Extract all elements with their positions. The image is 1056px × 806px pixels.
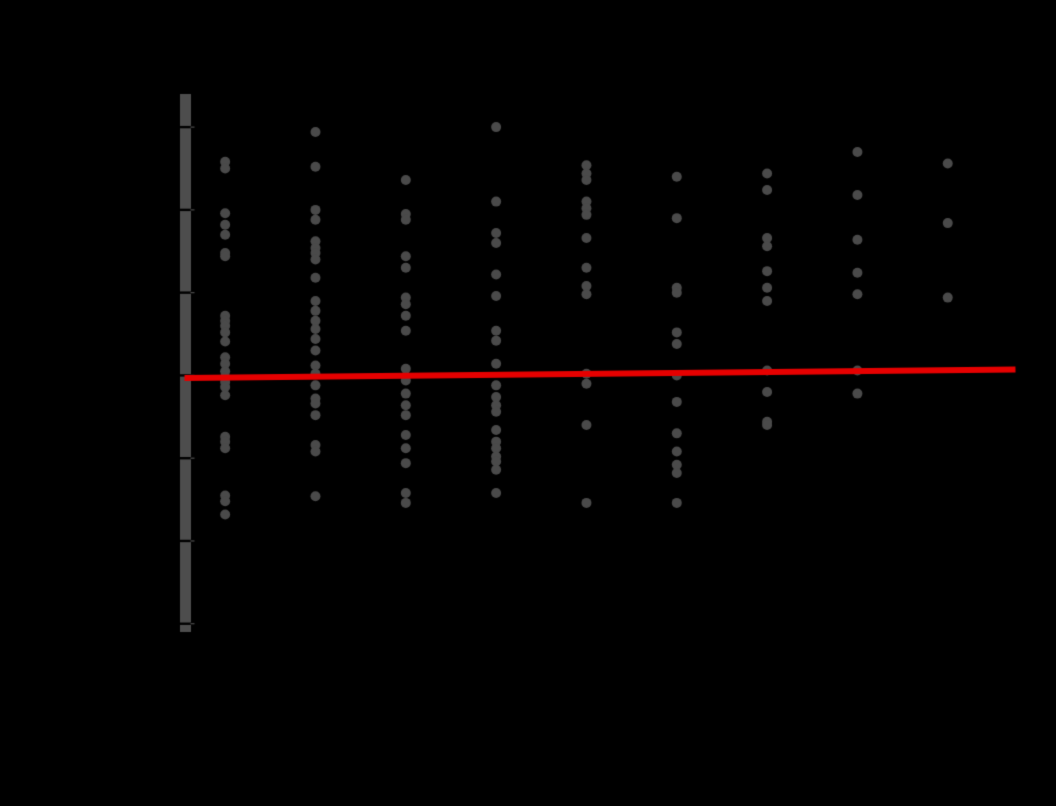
plot-canvas (0, 0, 1056, 806)
scatter-plot-figure (0, 0, 1056, 806)
